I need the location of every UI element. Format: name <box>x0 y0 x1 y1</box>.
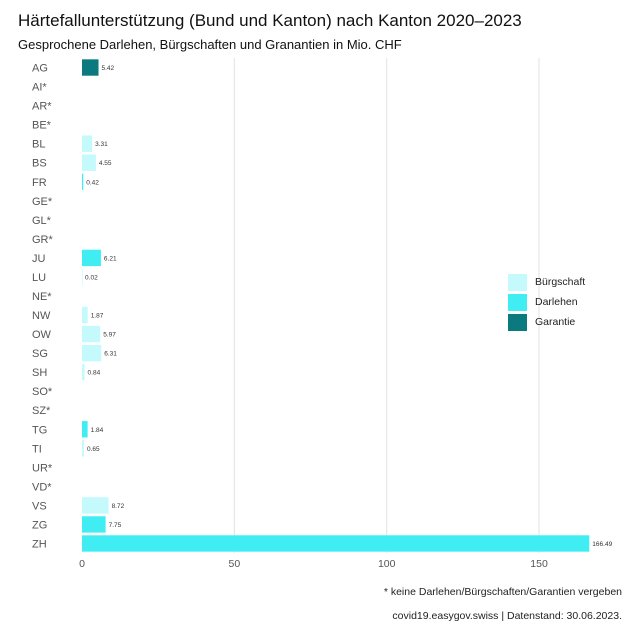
y-tick-label: ZG <box>32 519 47 531</box>
bar <box>82 421 88 438</box>
data-label: 5.97 <box>103 332 116 339</box>
legend-item-buergschaft: Bürgschaft <box>508 272 586 292</box>
data-label: 7.75 <box>109 522 122 529</box>
y-tick-label: NW <box>32 310 51 322</box>
y-tick-label: NE* <box>32 291 52 303</box>
y-tick-label: TI <box>32 443 42 455</box>
y-tick-label: TG <box>32 424 47 436</box>
legend-label-buergschaft: Bürgschaft <box>535 276 586 288</box>
bar <box>82 268 83 286</box>
legend-swatch-garantie <box>508 313 527 331</box>
y-tick-label: UR* <box>32 462 53 474</box>
y-tick-label: LU <box>32 272 46 284</box>
data-label: 0.84 <box>88 370 101 377</box>
y-tick-label: BE* <box>32 120 52 132</box>
y-tick-label: GL* <box>32 215 52 227</box>
bar <box>82 440 84 457</box>
data-label: 5.42 <box>102 65 115 72</box>
data-label: 0.02 <box>85 274 98 281</box>
bar <box>82 154 96 171</box>
bar <box>82 249 101 267</box>
bar <box>82 344 102 362</box>
chart-subtitle: Gesprochene Darlehen, Bürgschaften und G… <box>18 37 402 52</box>
source-note: covid19.easygov.swiss | Datenstand: 30.0… <box>392 610 622 622</box>
y-tick-label: SG <box>32 348 48 360</box>
data-label: 0.42 <box>86 179 99 186</box>
bar <box>82 135 93 152</box>
legend-label-garantie: Garantie <box>535 316 576 328</box>
y-tick-label: ZH <box>32 538 47 550</box>
y-tick-label: GR* <box>32 234 54 246</box>
y-tick-label: AI* <box>32 82 47 94</box>
y-tick-label: VS <box>32 500 47 512</box>
y-tick-label: SZ* <box>32 405 51 417</box>
bar <box>82 516 106 533</box>
legend-swatch-buergschaft <box>508 273 527 291</box>
bar-chart: 0 50 100 150 AG 5.42 AI* AR* BE* BL 3.31 BS 4.55 FR 0.… <box>32 58 613 570</box>
y-tick-label: SH <box>32 367 47 379</box>
bar <box>82 363 85 381</box>
y-tick-label: VD* <box>32 481 52 493</box>
y-tick-label: AR* <box>32 101 52 113</box>
chart-title: Härtefallunterstützung (Bund und Kanton)… <box>18 11 522 30</box>
legend: Bürgschaft Darlehen Garantie <box>508 272 586 344</box>
data-label: 3.31 <box>95 141 108 148</box>
data-label: 1.84 <box>91 427 104 434</box>
data-label: 0.65 <box>87 446 100 453</box>
legend-label-darlehen: Darlehen <box>535 296 578 308</box>
y-tick-label: SO* <box>32 386 53 398</box>
y-tick-label: FR <box>32 177 47 189</box>
data-label: 6.21 <box>104 255 117 262</box>
x-tick-label: 150 <box>530 558 548 570</box>
legend-swatch-darlehen <box>508 293 527 311</box>
x-tick-label: 50 <box>229 558 241 570</box>
bar <box>82 173 84 190</box>
bar <box>82 325 101 343</box>
footnote: * keine Darlehen/Bürgschaften/Garantien … <box>383 586 622 598</box>
y-tick-label: BS <box>32 158 47 170</box>
y-tick-label: JU <box>32 253 46 265</box>
x-tick-label: 100 <box>378 558 396 570</box>
y-tick-label: GE* <box>32 196 53 208</box>
data-label: 166.49 <box>592 541 612 548</box>
data-label: 6.31 <box>104 351 117 358</box>
y-tick-label: BL <box>32 139 45 151</box>
legend-item-garantie: Garantie <box>508 312 586 332</box>
legend-item-darlehen: Darlehen <box>508 292 586 312</box>
data-label: 8.72 <box>112 503 125 510</box>
data-label: 1.87 <box>91 313 104 320</box>
y-tick-label: OW <box>32 329 52 341</box>
bar <box>82 535 590 552</box>
bar <box>82 306 88 324</box>
bar <box>82 59 99 76</box>
y-tick-label: AG <box>32 63 48 75</box>
x-tick-label: 0 <box>79 558 85 570</box>
bar <box>82 497 109 514</box>
data-label: 4.55 <box>99 160 112 167</box>
